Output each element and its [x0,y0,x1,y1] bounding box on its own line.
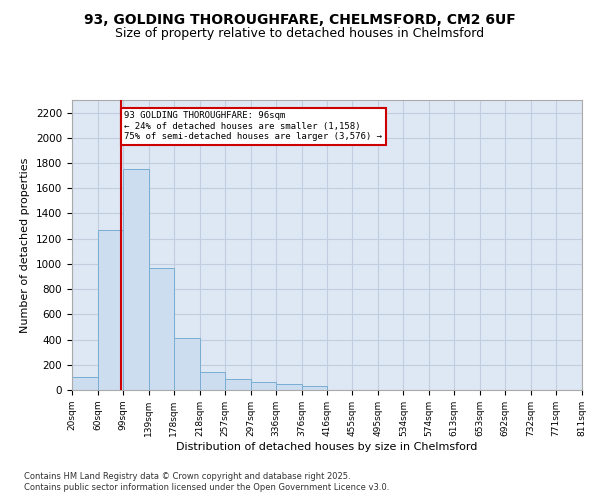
Bar [251,382,276,390]
Text: 93, GOLDING THOROUGHFARE, CHELMSFORD, CM2 6UF: 93, GOLDING THOROUGHFARE, CHELMSFORD, CM… [84,12,516,26]
Bar [72,378,98,390]
Text: Size of property relative to detached houses in Chelmsford: Size of property relative to detached ho… [115,28,485,40]
X-axis label: Distribution of detached houses by size in Chelmsford: Distribution of detached houses by size … [176,442,478,452]
Bar [276,384,302,390]
Bar [149,268,174,390]
Y-axis label: Number of detached properties: Number of detached properties [20,158,31,332]
Bar [98,230,123,390]
Text: Contains HM Land Registry data © Crown copyright and database right 2025.: Contains HM Land Registry data © Crown c… [24,472,350,481]
Bar [200,372,225,390]
Bar [302,386,328,390]
Bar [123,170,149,390]
Bar [174,338,200,390]
Text: 93 GOLDING THOROUGHFARE: 96sqm
← 24% of detached houses are smaller (1,158)
75% : 93 GOLDING THOROUGHFARE: 96sqm ← 24% of … [124,112,382,141]
Text: Contains public sector information licensed under the Open Government Licence v3: Contains public sector information licen… [24,484,389,492]
Bar [225,380,251,390]
